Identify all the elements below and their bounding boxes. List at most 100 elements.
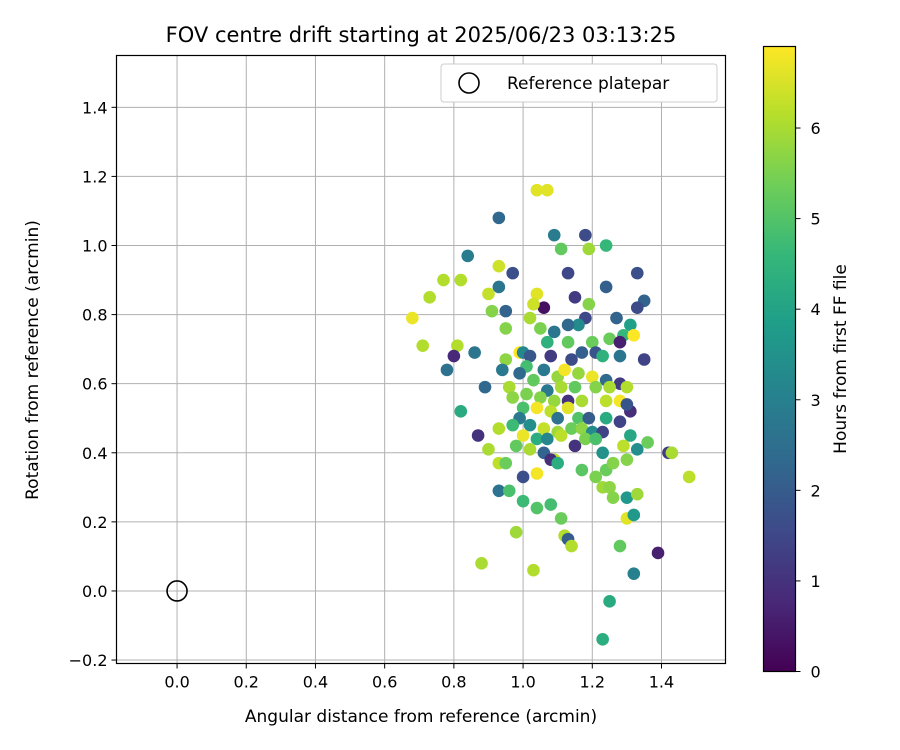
data-point [537,422,551,435]
colorbar-tick-label: 3 [811,391,821,410]
data-point [437,273,450,287]
data-point [530,183,544,197]
data-point [416,339,430,352]
data-point [613,539,627,553]
data-point [565,353,578,366]
data-point [534,322,547,335]
data-point [547,228,561,242]
data-point [554,512,568,525]
data-point [575,346,589,359]
data-point [624,318,637,332]
x-tick-label: 0.2 [234,673,259,692]
data-point [492,484,506,498]
data-point [599,280,613,294]
data-point [568,439,582,453]
data-point [589,380,603,394]
data-point [540,335,554,349]
legend-box [440,63,718,103]
x-tick-label: 0.6 [372,673,397,692]
data-point [478,380,492,394]
data-point [499,456,513,470]
colorbar-tick-label: 0 [811,663,821,682]
data-point [523,443,537,456]
data-point [537,301,551,314]
y-tick-label: 0.0 [82,582,107,601]
data-point [596,446,609,460]
data-point [475,557,488,570]
data-point [585,335,599,349]
colorbar-ticks: 0 1 2 3 4 5 6 [795,119,821,682]
data-point [454,273,468,287]
colorbar-tick-label: 1 [811,572,821,591]
y-axis-ticks: −0.2 0.0 0.2 0.4 0.6 0.8 1.0 1.2 1.4 [69,98,117,670]
data-point [579,228,592,242]
data-point [509,525,523,539]
data-point [530,401,544,415]
data-point [627,567,641,580]
legend-label: Reference platepar [507,74,669,94]
data-point [572,411,585,425]
colorbar-tick-label: 5 [811,210,821,229]
data-point [547,394,561,408]
data-point [516,429,530,442]
data-point [502,484,516,498]
data-point [589,432,603,446]
data-point [665,446,679,460]
data-point [603,332,616,346]
data-point [451,339,464,352]
data-point [554,380,568,394]
colorbar-tick-label: 6 [811,119,821,138]
data-point [599,239,613,252]
data-point [575,394,589,408]
data-point [516,470,530,484]
data-point [516,401,530,415]
data-point [499,304,513,318]
data-point [606,491,620,504]
data-point [468,346,481,359]
data-point [596,633,609,646]
data-point [558,363,571,377]
legend: Reference platepar [440,63,718,103]
data-point [575,463,589,477]
data-point [610,311,623,325]
chart-title: FOV centre drift starting at 2025/06/23 … [166,23,677,47]
data-point [492,280,506,294]
data-point [530,287,544,301]
data-point [613,349,627,363]
data-point [540,432,554,446]
data-point [582,297,596,311]
x-tick-label: 1.4 [649,673,674,692]
data-point [499,353,513,366]
data-point [540,183,554,197]
data-point [447,349,461,363]
x-tick-label: 1.0 [510,673,535,692]
data-point [582,411,596,425]
data-point [530,501,544,515]
y-tick-label: 1.0 [82,237,107,256]
colorbar-tick-label: 2 [811,481,821,500]
x-tick-label: 0.4 [303,673,328,692]
legend-marker [458,72,480,94]
data-point [620,453,634,466]
data-point [492,422,506,435]
y-tick-label: −0.2 [69,651,108,670]
y-tick-label: 0.6 [82,375,107,394]
data-point [603,380,616,394]
data-point [620,380,634,394]
data-point [589,470,603,484]
data-point [572,367,585,380]
data-point [492,211,506,225]
data-point [516,494,530,508]
data-point [599,411,613,425]
data-point [627,508,641,522]
data-point [613,415,627,428]
plot-frame [115,54,727,665]
data-point [530,467,544,480]
y-tick-label: 0.4 [82,444,107,463]
data-point [454,405,468,418]
data-point [582,242,596,256]
y-axis-label: Rotation from reference (arcmin) [23,220,43,500]
data-point [565,422,578,435]
data-point [606,456,620,470]
